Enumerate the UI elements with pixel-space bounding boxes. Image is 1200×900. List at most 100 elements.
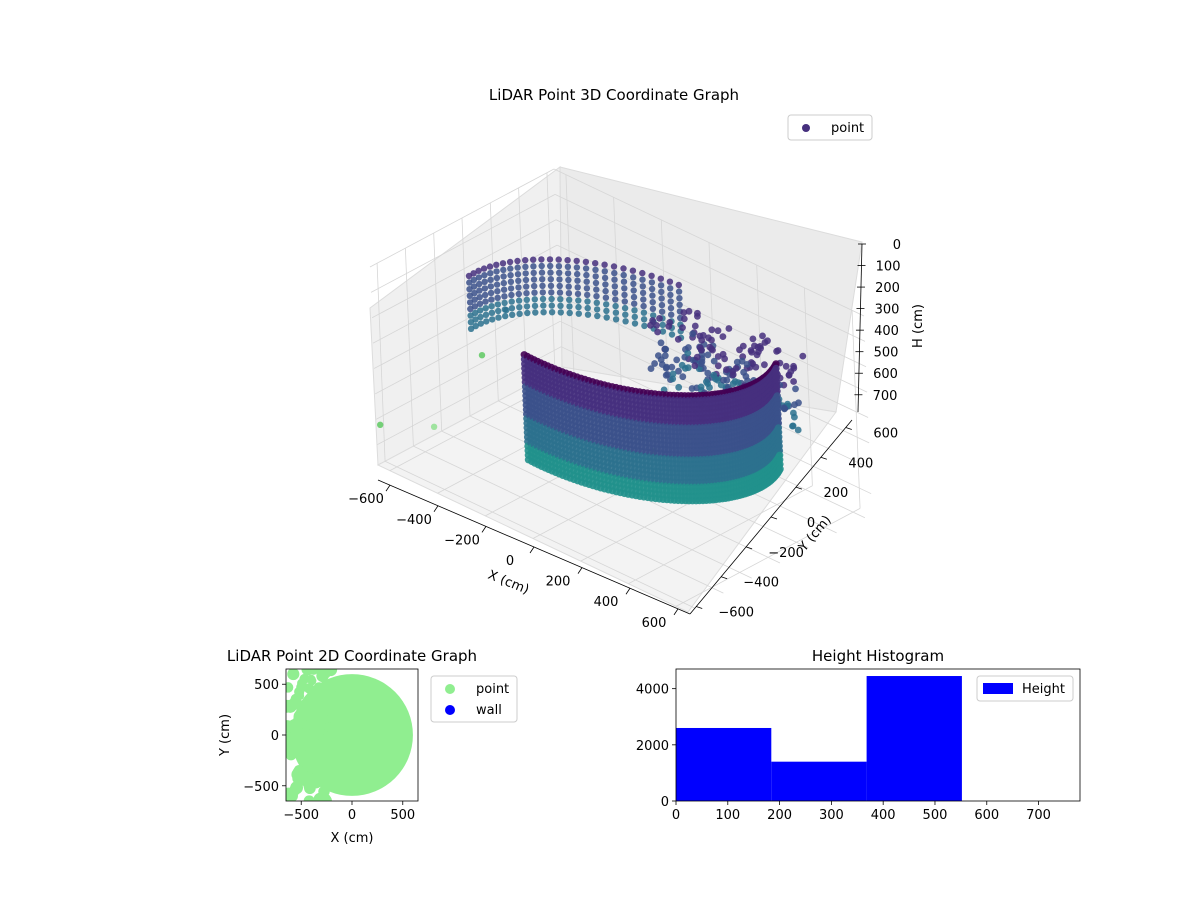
x-tick-label: −600 xyxy=(348,492,384,507)
point3d xyxy=(482,291,489,299)
point3d xyxy=(649,292,656,299)
point3d xyxy=(675,288,683,295)
point3d xyxy=(681,365,689,372)
point3d xyxy=(476,294,483,301)
point3d xyxy=(641,322,648,330)
point3d xyxy=(494,288,501,295)
plot3d-legend-marker xyxy=(802,124,810,132)
point3d xyxy=(669,375,677,383)
y-tick-label: 400 xyxy=(848,456,873,471)
point3d xyxy=(508,291,515,299)
point3d xyxy=(685,344,692,351)
point3d xyxy=(592,279,600,287)
point3d xyxy=(698,346,705,354)
point3d xyxy=(761,361,768,369)
point3d xyxy=(556,289,564,296)
point3d xyxy=(501,293,508,300)
point3d xyxy=(514,264,521,271)
point3d xyxy=(710,357,718,365)
z-tick-label: 600 xyxy=(873,367,898,382)
point3d xyxy=(495,314,502,321)
point3d xyxy=(639,269,646,277)
point3d xyxy=(790,364,798,372)
point3d xyxy=(475,274,483,281)
x-axis-label: X (cm) xyxy=(486,568,531,598)
point3d xyxy=(547,269,554,276)
point3d xyxy=(430,423,438,430)
point3d xyxy=(721,355,728,363)
point3d xyxy=(523,303,531,310)
point3d xyxy=(377,421,384,428)
histogram-x-tick: 100 xyxy=(715,808,740,823)
point3d xyxy=(666,278,674,285)
point3d xyxy=(494,301,502,308)
histogram-x-tick: 400 xyxy=(871,808,896,823)
point3d xyxy=(658,361,666,368)
point3d xyxy=(514,271,522,278)
point2d xyxy=(310,777,322,789)
point3d xyxy=(466,279,473,286)
point3d xyxy=(621,304,629,312)
point3d xyxy=(675,281,682,289)
point2d xyxy=(303,795,315,801)
point3d xyxy=(593,293,600,300)
point3d xyxy=(610,263,618,270)
point3d xyxy=(583,271,590,279)
point3d xyxy=(495,307,502,315)
point3d xyxy=(620,278,628,285)
point3d xyxy=(546,256,554,263)
point3d xyxy=(530,269,537,277)
point3d xyxy=(640,296,647,303)
point3d xyxy=(719,333,727,340)
point3d xyxy=(467,325,475,332)
point3d xyxy=(522,270,529,277)
point3d xyxy=(466,299,474,306)
point3d xyxy=(566,303,573,310)
point3d xyxy=(487,270,494,277)
point3d xyxy=(530,276,538,283)
point3d xyxy=(667,298,674,305)
point3d xyxy=(657,282,665,289)
plot2d: LiDAR Point 2D Coordinate Graph −500 0 500… xyxy=(218,647,518,846)
point3d xyxy=(573,264,581,271)
point3d xyxy=(488,309,496,316)
z-axis-ticks: 0 100 200 300 400 500 600 700 xyxy=(854,238,901,404)
point3d xyxy=(706,384,713,391)
histogram-bars xyxy=(676,676,962,801)
point3d xyxy=(794,426,802,434)
point3d xyxy=(657,339,665,347)
x-axis-ticks: −600 −400 −200 0 200 400 600 xyxy=(348,484,679,631)
point3d xyxy=(656,315,663,322)
point3d xyxy=(602,287,609,295)
point3d xyxy=(611,269,618,277)
histogram-legend-box xyxy=(976,675,1074,702)
x-tick-label: 200 xyxy=(546,575,571,590)
plot2d-legend-label-wall: wall xyxy=(476,703,502,718)
point3d xyxy=(584,311,592,318)
point3d xyxy=(611,289,619,297)
point2d xyxy=(303,683,315,694)
point3d xyxy=(650,312,657,319)
point2d xyxy=(308,669,319,675)
point3d xyxy=(699,332,707,339)
point3d xyxy=(530,263,537,270)
point3d xyxy=(689,330,697,338)
x-tick-label: −200 xyxy=(444,533,480,548)
point2d xyxy=(291,768,305,781)
point3d xyxy=(680,315,688,323)
point3d xyxy=(651,360,658,367)
point3d xyxy=(612,296,619,303)
point3d xyxy=(691,322,699,330)
point3d xyxy=(668,311,675,318)
point3d xyxy=(791,401,798,409)
point3d xyxy=(531,302,539,310)
point3d xyxy=(639,289,647,297)
point3d xyxy=(714,376,722,384)
point3d xyxy=(574,284,581,291)
point3d xyxy=(582,265,590,272)
point3d xyxy=(467,305,474,313)
point3d xyxy=(493,281,501,288)
y-tick-label: −600 xyxy=(718,606,754,621)
point3d xyxy=(564,270,572,277)
point2d xyxy=(286,720,294,734)
